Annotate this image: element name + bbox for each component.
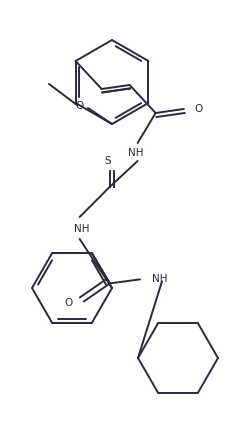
- Text: NH: NH: [74, 224, 89, 234]
- Text: O: O: [194, 104, 202, 114]
- Text: O: O: [64, 298, 73, 308]
- Text: NH: NH: [152, 274, 167, 285]
- Text: O: O: [76, 101, 84, 111]
- Text: NH: NH: [127, 148, 143, 158]
- Text: S: S: [104, 156, 110, 166]
